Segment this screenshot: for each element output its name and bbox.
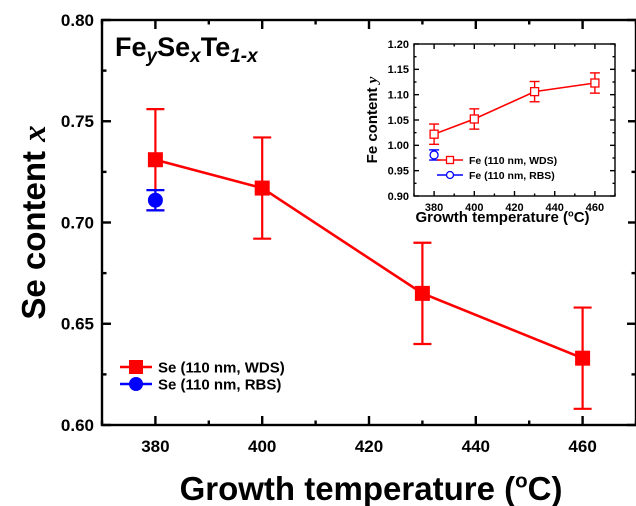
legend-label: Fe (110 nm, WDS) [469, 155, 557, 167]
legend-marker [129, 377, 143, 391]
x-tick-label: 440 [462, 437, 490, 456]
y-axis-label: Fe content y [364, 76, 381, 163]
data-point [469, 114, 479, 124]
y-axis-label-variable: y [365, 76, 381, 85]
x-axis-unit-close: C) [574, 209, 590, 226]
x-tick-label: 420 [355, 437, 383, 456]
x-tick-label: 380 [141, 437, 169, 456]
x-axis-label: Growth temperature (oC) [415, 208, 589, 226]
legend-label: Se (110 nm, WDS) [158, 359, 285, 376]
legend-entry: Se (110 nm, WDS) [120, 359, 285, 376]
y-tick-label: 0.90 [388, 191, 409, 203]
y-axis-label: Se content x [15, 125, 53, 319]
legend-label: Se (110 nm, RBS) [158, 376, 281, 393]
y-tick-label: 1.00 [388, 140, 409, 152]
x-axis-unit-open: ( [495, 470, 515, 506]
x-axis-unit-degree: o [568, 208, 574, 218]
series-Fe (110 nm, RBS) [429, 149, 440, 161]
y-tick-label: 1.15 [388, 64, 409, 76]
chart-title: FeySexTe1-x [115, 32, 259, 67]
series-Fe (110 nm, WDS) [429, 72, 600, 146]
title-subscript-1-x: 1-x [230, 46, 259, 67]
data-point [147, 152, 163, 168]
x-axis-label-text: Growth temperature [415, 209, 558, 226]
y-axis-label-text: Fe content [364, 83, 381, 163]
title-subscript-y: y [146, 46, 159, 67]
legend-label: Fe (110 nm, RBS) [469, 170, 555, 182]
legend-entry: Se (110 nm, RBS) [120, 376, 281, 393]
y-tick-label: 0.75 [61, 112, 94, 131]
data-point [575, 350, 591, 366]
legend-marker [445, 155, 455, 165]
title-element-te: Te [201, 32, 231, 62]
title-subscript-x: x [189, 46, 202, 67]
title-element-fe: Fe [115, 32, 147, 62]
series-line [433, 82, 596, 135]
y-tick-label: 1.05 [388, 115, 409, 127]
x-tick-label: 460 [586, 202, 604, 214]
data-point [429, 129, 439, 139]
main-chart: 380 400 420 440 460 0.60 0.65 0.70 0.75 0.80 Growt… [15, 11, 636, 506]
y-tick-label: 0.95 [388, 166, 409, 178]
x-tick-label: 460 [568, 437, 596, 456]
y-tick-label: 1.10 [388, 90, 409, 102]
x-tick-label: 420 [505, 202, 523, 214]
data-point [254, 180, 270, 196]
inset-chart: 380 400 420 440 460 0.90 0.95 1.00 1.05 1.10 1.15 1… [364, 39, 616, 226]
x-axis-label: Growth temperature (oC) [180, 469, 563, 506]
data-point [590, 78, 600, 88]
y-axis-label-text: Se content [15, 142, 52, 320]
x-axis-unit-close: C) [528, 470, 563, 506]
legend-marker [129, 360, 143, 374]
y-tick-label: 0.60 [61, 416, 94, 435]
x-tick-label: 380 [425, 202, 443, 214]
series-Se (110 nm, RBS) [146, 189, 165, 212]
series-Se (110 nm, WDS) [146, 107, 592, 410]
x-axis-label-text: Growth temperature [180, 470, 495, 506]
y-tick-label: 1.20 [388, 39, 409, 51]
y-tick-label: 0.80 [61, 11, 94, 30]
series-line [155, 158, 584, 360]
x-axis-unit-open: ( [559, 209, 568, 226]
data-point [529, 86, 540, 97]
x-tick-label: 400 [465, 202, 483, 214]
data-point [414, 285, 430, 301]
data-point [147, 192, 163, 208]
title-element-se: Se [157, 32, 190, 62]
legend-marker [445, 170, 455, 180]
data-point [429, 150, 439, 160]
x-tick-label: 440 [546, 202, 564, 214]
legend-entry: Fe (110 nm, RBS) [437, 170, 555, 182]
legend-entry: Fe (110 nm, WDS) [437, 155, 557, 167]
x-axis-unit-degree: o [515, 469, 527, 492]
x-tick-label: 400 [248, 437, 276, 456]
y-axis-label-variable: x [17, 125, 53, 143]
y-tick-label: 0.65 [61, 315, 94, 334]
y-tick-label: 0.70 [61, 213, 94, 232]
